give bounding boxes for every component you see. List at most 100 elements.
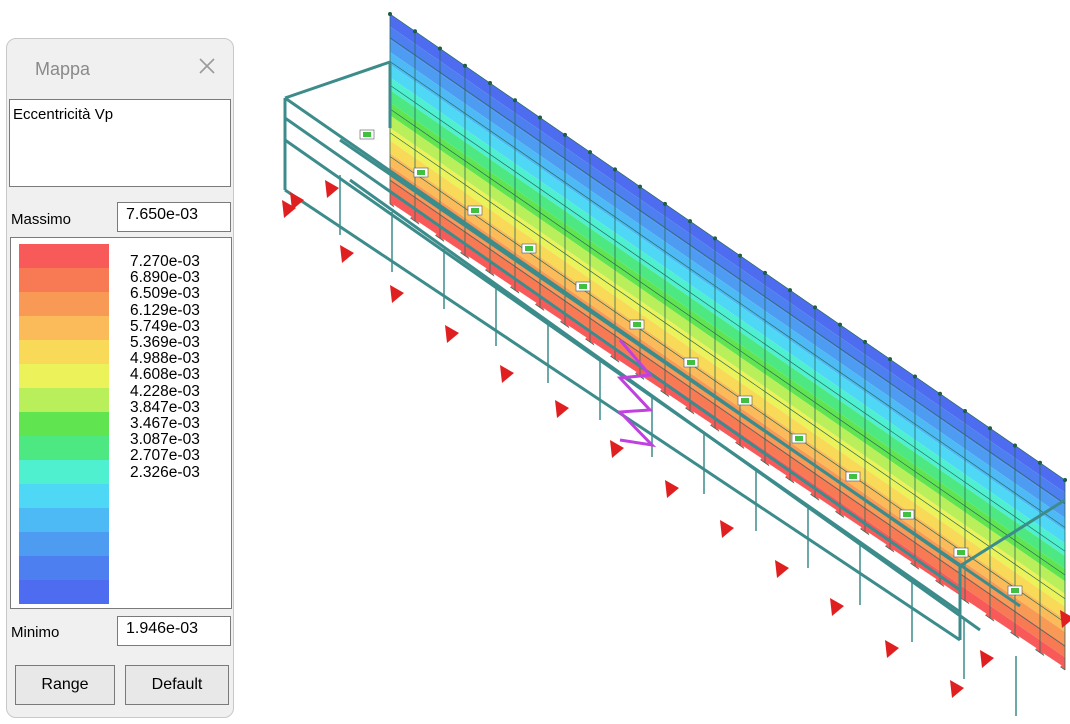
node-marker bbox=[741, 398, 749, 403]
support-marker bbox=[720, 520, 734, 538]
wall-bottom-notch bbox=[1018, 636, 1037, 663]
wall-mesh-horizontal bbox=[389, 108, 1066, 576]
structure-3d-view[interactable] bbox=[260, 0, 1070, 724]
bracing bbox=[616, 339, 657, 448]
wall-contour-band bbox=[390, 115, 1065, 594]
quantity-box[interactable]: Eccentricità Vp bbox=[9, 99, 231, 187]
support-marker bbox=[290, 192, 304, 210]
node-marker bbox=[957, 550, 965, 555]
node-marker bbox=[687, 360, 695, 365]
default-button[interactable]: Default bbox=[125, 665, 229, 705]
wall-bottom-notch bbox=[993, 618, 1012, 645]
legend-value: 6.509e-03 bbox=[130, 285, 200, 303]
wall-bottom-notch bbox=[918, 567, 937, 594]
support-marker bbox=[950, 680, 964, 698]
support-marker bbox=[980, 650, 994, 668]
wall-bottom-notch bbox=[768, 463, 787, 490]
legend-band bbox=[19, 484, 109, 508]
legend-band bbox=[19, 244, 109, 268]
wall-bottom-notch bbox=[568, 325, 587, 352]
legend-band bbox=[19, 316, 109, 340]
wall-contour-band bbox=[390, 26, 1065, 506]
wall-bottom-notch bbox=[643, 377, 662, 404]
max-field[interactable]: 7.650e-03 bbox=[117, 202, 231, 232]
legend-value: 2.707e-03 bbox=[130, 447, 200, 465]
wall-bottom-notch bbox=[593, 342, 612, 369]
wall-bottom-notch bbox=[868, 532, 887, 559]
wall-contour-band bbox=[390, 178, 1065, 658]
legend-value: 4.608e-03 bbox=[130, 366, 200, 384]
max-label: Massimo bbox=[11, 211, 72, 228]
legend-value: 3.847e-03 bbox=[130, 398, 200, 416]
legend-values: 7.270e-03 6.890e-03 6.509e-03 6.129e-03 5.74… bbox=[130, 253, 230, 481]
wall-contour-band bbox=[390, 90, 1065, 569]
wall-contour-band bbox=[390, 52, 1065, 531]
wall-bottom-notch bbox=[543, 308, 562, 335]
support-marker bbox=[1060, 610, 1070, 628]
wall-bottom-notch bbox=[493, 273, 512, 300]
legend-value: 3.087e-03 bbox=[130, 431, 200, 449]
range-button[interactable]: Range bbox=[15, 665, 115, 705]
legend-band bbox=[19, 412, 109, 436]
support-marker bbox=[555, 400, 569, 418]
legend-band bbox=[19, 460, 109, 484]
support-marker bbox=[830, 598, 844, 616]
support-marker bbox=[885, 640, 899, 658]
wall-mesh-horizontal bbox=[389, 61, 1066, 528]
support-marker bbox=[445, 325, 459, 343]
legend-band bbox=[19, 292, 109, 316]
wall-mesh-horizontal bbox=[389, 179, 1066, 647]
wall-bottom-notch bbox=[718, 429, 737, 455]
legend-band bbox=[19, 364, 109, 388]
support-marker bbox=[325, 180, 339, 198]
wall-contour-band bbox=[390, 39, 1065, 518]
wall-bottom-notch bbox=[518, 290, 537, 317]
panel-title: Mappa bbox=[35, 59, 91, 79]
close-icon[interactable] bbox=[192, 51, 222, 81]
support-marker bbox=[390, 285, 404, 303]
wall-mesh-horizontal bbox=[389, 13, 1066, 481]
legend-band bbox=[19, 508, 109, 532]
node-marker bbox=[1011, 588, 1019, 593]
support-marker bbox=[340, 245, 354, 263]
wall-bottom-notch bbox=[843, 515, 862, 542]
legend-value: 6.129e-03 bbox=[130, 301, 200, 319]
wall-bottom-notch bbox=[968, 601, 987, 628]
support-marker bbox=[665, 480, 679, 498]
wall-bottom-notch bbox=[818, 498, 837, 525]
legend-value: 5.749e-03 bbox=[130, 317, 200, 335]
wall-contour-band bbox=[390, 153, 1065, 633]
node-marker bbox=[849, 474, 857, 479]
node-marker bbox=[417, 170, 425, 175]
node-marker bbox=[579, 284, 587, 289]
legend-value: 4.988e-03 bbox=[130, 350, 200, 368]
node-marker bbox=[471, 208, 479, 213]
min-field[interactable]: 1.946e-03 bbox=[117, 616, 231, 646]
support-marker bbox=[610, 440, 624, 458]
legend-band bbox=[19, 340, 109, 364]
wall-bottom-notch bbox=[743, 446, 762, 473]
wall-bottom-notch bbox=[668, 394, 687, 421]
frame-beam bbox=[339, 138, 1021, 608]
node-marker bbox=[633, 322, 641, 327]
wall-contour-band bbox=[390, 77, 1065, 556]
legend-value: 2.326e-03 bbox=[130, 463, 200, 481]
min-label: Minimo bbox=[11, 624, 60, 641]
wall-mesh-horizontal bbox=[389, 132, 1066, 600]
node-marker bbox=[903, 512, 911, 517]
node-marker bbox=[363, 132, 371, 137]
frame-beam bbox=[284, 60, 391, 100]
wall-mesh-horizontal bbox=[389, 84, 1066, 552]
color-legend: 7.270e-03 6.890e-03 6.509e-03 6.129e-03 5.74… bbox=[10, 237, 232, 609]
wall-bottom-notch bbox=[693, 411, 712, 438]
node-marker bbox=[525, 246, 533, 251]
legend-value: 3.467e-03 bbox=[130, 415, 200, 433]
support-marker bbox=[500, 365, 514, 383]
node-marker bbox=[795, 436, 803, 441]
legend-band bbox=[19, 268, 109, 292]
support-marker bbox=[775, 560, 789, 578]
wall-mesh-horizontal bbox=[389, 156, 1066, 623]
wall-contour-band bbox=[390, 140, 1065, 620]
legend-value: 5.369e-03 bbox=[130, 334, 200, 352]
support-marker bbox=[282, 200, 296, 218]
